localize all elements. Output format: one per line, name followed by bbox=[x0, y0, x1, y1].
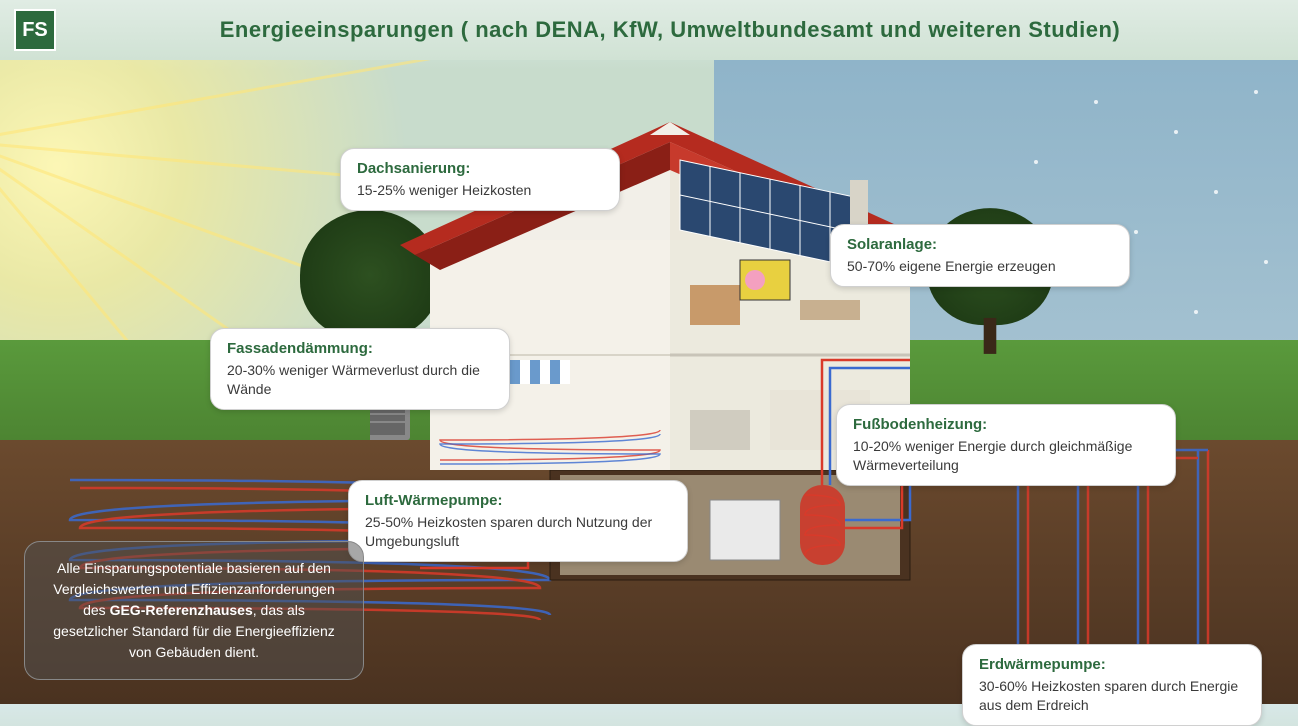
callout-title: Fassadendämmung: bbox=[227, 339, 493, 359]
page-title: Energieeinsparungen ( nach DENA, KfW, Um… bbox=[56, 17, 1284, 43]
callout-title: Fußbodenheizung: bbox=[853, 415, 1159, 435]
callout-fussbodenheizung: Fußbodenheizung: 10-20% weniger Energie … bbox=[836, 404, 1176, 486]
heatpump-indoor-unit bbox=[710, 500, 780, 560]
callout-luft-waermepumpe: Luft-Wärmepumpe: 25-50% Heizkosten spare… bbox=[348, 480, 688, 562]
logo-badge: FS bbox=[14, 9, 56, 51]
callout-text: 10-20% weniger Energie durch gleichmäßig… bbox=[853, 437, 1159, 475]
callout-text: 50-70% eigene Energie erzeugen bbox=[847, 257, 1113, 276]
page-header: FS Energieeinsparungen ( nach DENA, KfW,… bbox=[0, 0, 1298, 60]
callout-text: 30-60% Heizkosten sparen durch Energie a… bbox=[979, 677, 1245, 715]
callout-text: 15-25% weniger Heizkosten bbox=[357, 181, 603, 200]
footnote-box: Alle Einsparungspotentiale basieren auf … bbox=[24, 541, 364, 680]
callout-title: Luft-Wärmepumpe: bbox=[365, 491, 671, 511]
callout-title: Erdwärmepumpe: bbox=[979, 655, 1245, 675]
callout-text: 25-50% Heizkosten sparen durch Nutzung d… bbox=[365, 513, 671, 551]
callout-dachsanierung: Dachsanierung: 15-25% weniger Heizkosten bbox=[340, 148, 620, 211]
note-text-bold: GEG-Referenzhauses bbox=[110, 602, 253, 618]
scene: Dachsanierung: 15-25% weniger Heizkosten… bbox=[0, 60, 1298, 704]
callout-title: Dachsanierung: bbox=[357, 159, 603, 179]
callout-fassadendaemmung: Fassadendämmung: 20-30% weniger Wärmever… bbox=[210, 328, 510, 410]
callout-solaranlage: Solaranlage: 50-70% eigene Energie erzeu… bbox=[830, 224, 1130, 287]
callout-erdwaermepumpe: Erdwärmepumpe: 30-60% Heizkosten sparen … bbox=[962, 644, 1262, 726]
callout-text: 20-30% weniger Wärmeverlust durch die Wä… bbox=[227, 361, 493, 399]
callout-title: Solaranlage: bbox=[847, 235, 1113, 255]
